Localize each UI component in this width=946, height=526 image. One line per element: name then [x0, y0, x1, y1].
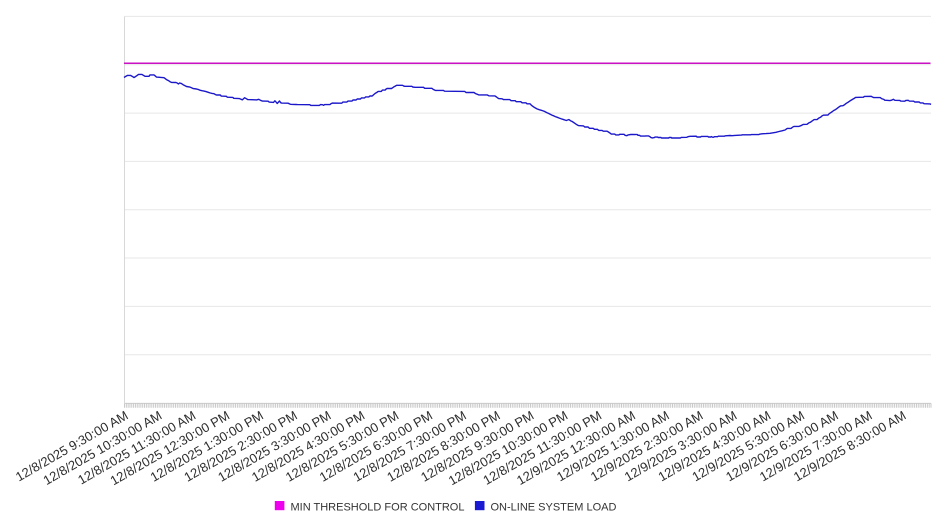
svg-text:ON-LINE SYSTEM LOAD: ON-LINE SYSTEM LOAD [491, 501, 617, 513]
svg-text:MIN THRESHOLD FOR CONTROL: MIN THRESHOLD FOR CONTROL [291, 501, 465, 513]
